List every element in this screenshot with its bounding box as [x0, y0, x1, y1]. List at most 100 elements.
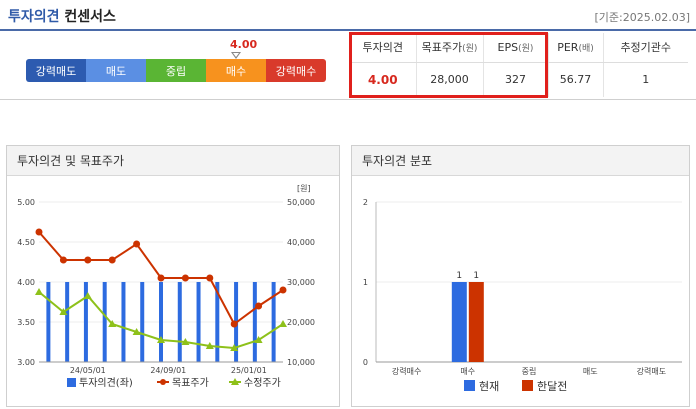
opinion-bar: [271, 282, 276, 362]
y-right-tick-label: 10,000: [287, 358, 315, 367]
title-main: 투자의견: [8, 9, 60, 25]
opinion-bar: [159, 282, 163, 362]
opinion-bar: [140, 282, 145, 362]
y-left-tick-label: 3.00: [17, 358, 35, 367]
legend-swatch-opinion: [67, 378, 76, 387]
adjusted-price-point: [35, 288, 43, 295]
distribution-bar: [468, 282, 484, 362]
summary-header-per: PER(배): [548, 33, 604, 63]
consensus-summary-table: 투자의견 목표주가(원) EPS(원) PER(배) 추정기관수 4.00 28…: [350, 33, 688, 97]
target-price-point: [206, 274, 214, 282]
opinion-bar: [196, 282, 201, 362]
target-price-point: [157, 274, 165, 282]
left-panel-title: 투자의견 및 목표주가: [7, 146, 339, 176]
target-price-point: [230, 320, 238, 328]
adjusted-price-point: [108, 320, 117, 327]
distribution-bar: [451, 282, 467, 362]
summary-target-price-value: 28,000: [416, 62, 484, 97]
summary-header-opinion: 투자의견: [350, 33, 417, 63]
x-tick-label: 24/09/01: [150, 366, 186, 375]
adjusted-price-point: [157, 336, 165, 343]
header-divider: [0, 29, 696, 31]
y-right-tick-label: 30,000: [287, 278, 315, 287]
reference-date: [기준:2025.02.03]: [594, 11, 690, 24]
category-label: 매도: [583, 367, 598, 376]
opinion-scale-strong-buy: 강력매수: [266, 59, 326, 82]
y-left-tick-label: 5.00: [17, 198, 35, 207]
category-label: 강력매수: [392, 366, 421, 376]
legend-label-month-ago: 한달전: [537, 380, 567, 393]
y-left-tick-label: 4.00: [17, 278, 35, 287]
legend-label-target-price: 목표주가: [172, 377, 209, 389]
target-price-point: [279, 286, 287, 294]
adjusted-price-point: [254, 336, 263, 343]
y-right-tick-label: 20,000: [287, 318, 315, 327]
opinion-bar: [121, 282, 126, 362]
opinion-marker-icon: [231, 52, 241, 59]
bar-value-label: 1: [473, 271, 479, 281]
adjusted-price-point: [59, 308, 68, 315]
summary-opinion-value: 4.00: [350, 62, 417, 97]
opinion-scale-bar: 강력매도 매도 중립 매수 강력매수: [26, 59, 326, 82]
legend-marker-target-price: [160, 379, 166, 385]
opinion-bar: [177, 282, 182, 362]
y-left-tick-label: 4.50: [17, 238, 35, 247]
legend-swatch-month-ago: [522, 380, 533, 391]
summary-header-analyst-count: 추정기관수: [603, 33, 688, 63]
target-price-point: [133, 240, 141, 248]
opinion-bar: [102, 282, 107, 362]
adjusted-price-point: [205, 342, 214, 349]
adjusted-price-point: [83, 292, 92, 299]
y-right-tick-label: 40,000: [287, 238, 315, 247]
legend-swatch-current: [464, 380, 475, 391]
x-tick-label: 24/05/01: [70, 366, 106, 375]
y-right-tick-label: 50,000: [287, 198, 315, 207]
target-price-point: [255, 302, 263, 310]
bar-value-label: 1: [456, 271, 462, 281]
opinion-scale-buy: 매수: [206, 59, 266, 82]
highlight-box: [349, 32, 548, 98]
x-tick-label: 25/01/01: [231, 366, 267, 375]
summary-value-row: 4.00 28,000 327 56.77 1: [350, 62, 688, 97]
opinion-target-price-panel: 투자의견 및 목표주가 [원] 5.00 4.50 4.00 3.50 3.00 50,00…: [6, 145, 340, 407]
category-label: 강력매도: [637, 366, 666, 376]
opinion-bar: [215, 282, 220, 362]
right-panel-title: 투자의견 분포: [352, 146, 689, 176]
y-tick-label: 1: [363, 278, 368, 287]
adjusted-price-point: [279, 320, 287, 327]
target-price-point: [181, 274, 189, 282]
opinion-target-price-chart: [원] 5.00 4.50 4.00 3.50 3.00 50,000 40,000 30,00…: [17, 184, 315, 389]
unit-label: [원]: [297, 184, 311, 193]
legend-marker-adjusted-price: [231, 378, 239, 385]
opinion-scale-strong-sell: 강력매도: [26, 59, 86, 82]
category-label: 매수: [460, 367, 475, 376]
y-tick-label: 2: [363, 198, 368, 207]
summary-eps-value: 327: [483, 62, 549, 97]
target-price-point: [35, 228, 43, 236]
opinion-scale-sell: 매도: [86, 59, 146, 82]
y-left-tick-label: 3.50: [17, 318, 35, 327]
adjusted-price-point: [181, 338, 190, 345]
opinion-scale-neutral: 중립: [146, 59, 206, 82]
legend-label-adjusted-price: 수정주가: [244, 377, 281, 389]
legend-label-current: 현재: [479, 380, 499, 393]
y-tick-label: 0: [363, 358, 368, 367]
summary-header-target-price: 목표주가(원): [416, 33, 484, 63]
legend-label-opinion: 투자의견(좌): [79, 377, 133, 389]
target-price-point: [84, 256, 92, 264]
opinion-bar: [252, 282, 257, 362]
title-sub: 컨센서스: [64, 9, 116, 25]
summary-per-value: 56.77: [548, 62, 604, 97]
page-title: 투자의견 컨센서스: [8, 6, 116, 26]
category-label: 중립: [522, 367, 537, 376]
opinion-bar: [83, 282, 88, 362]
target-price-point: [108, 256, 116, 264]
section-divider: [0, 99, 696, 100]
summary-analyst-count-value: 1: [642, 73, 650, 87]
adjusted-price-point: [132, 328, 141, 335]
adjusted-price-point: [230, 344, 239, 351]
opinion-bar: [46, 282, 51, 362]
target-price-point: [59, 256, 67, 264]
